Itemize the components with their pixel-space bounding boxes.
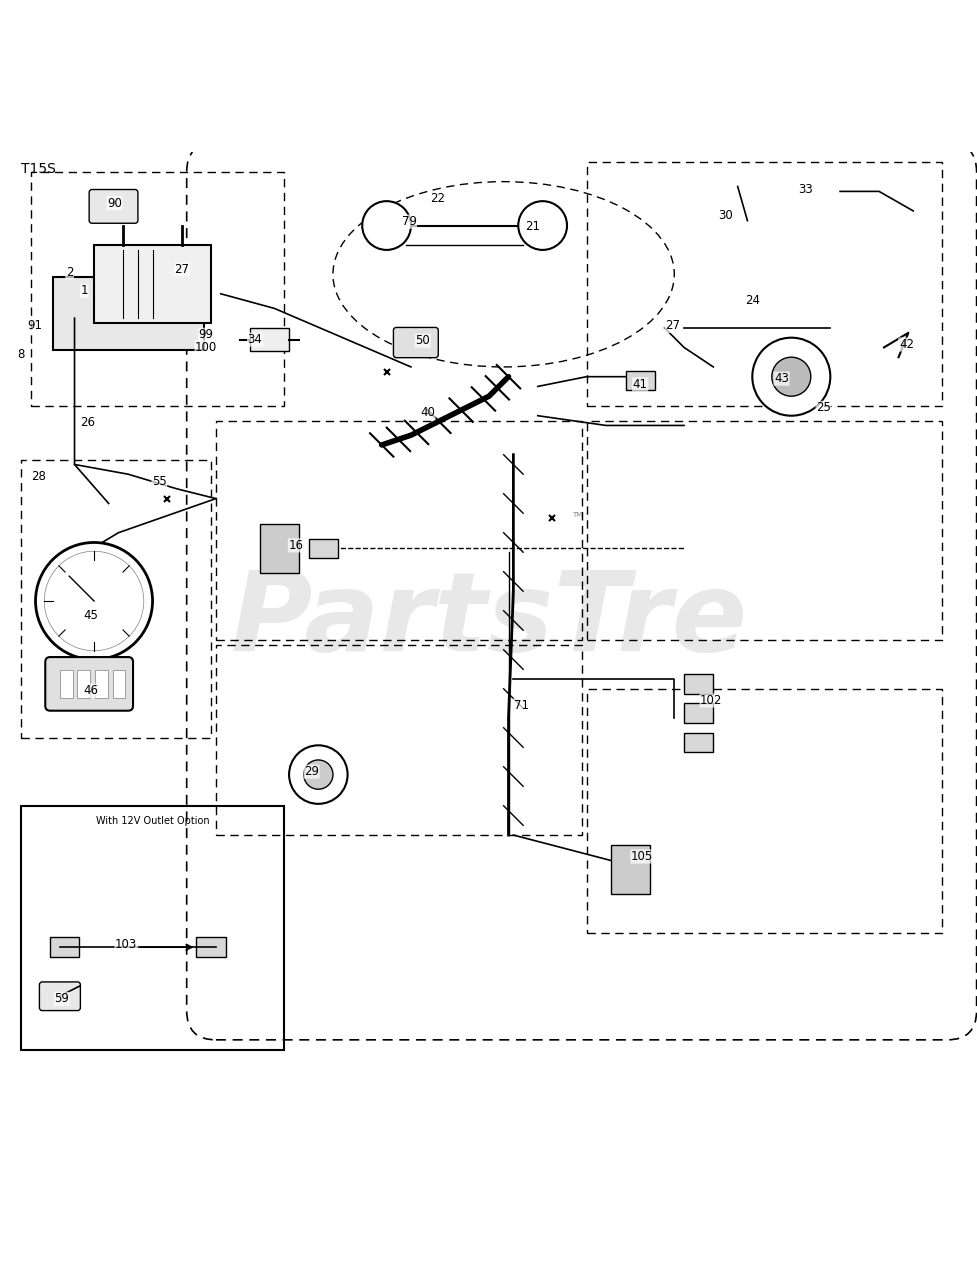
FancyBboxPatch shape [611, 845, 650, 893]
FancyBboxPatch shape [393, 328, 438, 357]
FancyBboxPatch shape [260, 524, 299, 572]
Text: 33: 33 [798, 183, 813, 196]
FancyBboxPatch shape [77, 669, 90, 698]
Text: 91: 91 [27, 319, 42, 332]
Circle shape [751, 338, 829, 416]
Text: 29: 29 [304, 765, 319, 778]
Text: 27: 27 [664, 320, 679, 333]
Text: 103: 103 [115, 938, 137, 951]
FancyBboxPatch shape [309, 539, 337, 558]
Text: 28: 28 [31, 470, 46, 483]
FancyBboxPatch shape [196, 937, 226, 957]
FancyBboxPatch shape [50, 937, 79, 957]
Text: 8: 8 [18, 348, 24, 361]
Text: 43: 43 [774, 372, 788, 385]
FancyBboxPatch shape [625, 371, 655, 390]
FancyBboxPatch shape [683, 732, 712, 753]
Circle shape [35, 543, 152, 659]
Text: 27: 27 [174, 262, 190, 276]
FancyBboxPatch shape [250, 328, 289, 351]
Text: 21: 21 [525, 220, 540, 233]
FancyBboxPatch shape [39, 982, 80, 1011]
Circle shape [518, 201, 567, 250]
Circle shape [44, 552, 144, 650]
Text: 2: 2 [65, 266, 73, 279]
Text: 1: 1 [80, 284, 88, 297]
Text: 46: 46 [83, 685, 99, 698]
Text: 24: 24 [744, 294, 759, 307]
Text: 59: 59 [55, 992, 69, 1005]
Text: 25: 25 [815, 402, 830, 415]
FancyBboxPatch shape [94, 244, 211, 323]
Text: 50: 50 [415, 334, 430, 347]
FancyBboxPatch shape [45, 657, 133, 710]
Text: 102: 102 [700, 694, 722, 707]
Circle shape [361, 201, 410, 250]
Text: 40: 40 [420, 406, 435, 420]
FancyBboxPatch shape [95, 669, 107, 698]
Text: With 12V Outlet Option: With 12V Outlet Option [96, 815, 209, 826]
Text: 45: 45 [84, 609, 99, 622]
FancyBboxPatch shape [683, 675, 712, 694]
FancyBboxPatch shape [53, 276, 203, 349]
Text: 90: 90 [106, 197, 122, 210]
FancyBboxPatch shape [60, 669, 72, 698]
Text: TM: TM [572, 512, 581, 518]
Text: 71: 71 [513, 699, 529, 712]
Text: 79: 79 [402, 215, 416, 228]
Text: 41: 41 [632, 378, 647, 390]
Text: T15S: T15S [21, 163, 56, 177]
Text: 16: 16 [288, 539, 303, 552]
Text: 22: 22 [429, 192, 445, 205]
Text: 100: 100 [194, 340, 217, 355]
FancyBboxPatch shape [683, 704, 712, 723]
Text: 99: 99 [198, 328, 213, 342]
Circle shape [304, 760, 332, 790]
Text: 105: 105 [630, 850, 653, 863]
Text: 42: 42 [898, 338, 913, 351]
Circle shape [289, 745, 347, 804]
Circle shape [771, 357, 810, 397]
FancyBboxPatch shape [112, 669, 125, 698]
Text: 26: 26 [80, 416, 95, 429]
Text: 34: 34 [247, 333, 262, 346]
Text: 55: 55 [151, 475, 167, 488]
FancyBboxPatch shape [89, 189, 138, 223]
Text: PartsTre: PartsTre [231, 567, 746, 675]
Text: 30: 30 [718, 209, 733, 223]
